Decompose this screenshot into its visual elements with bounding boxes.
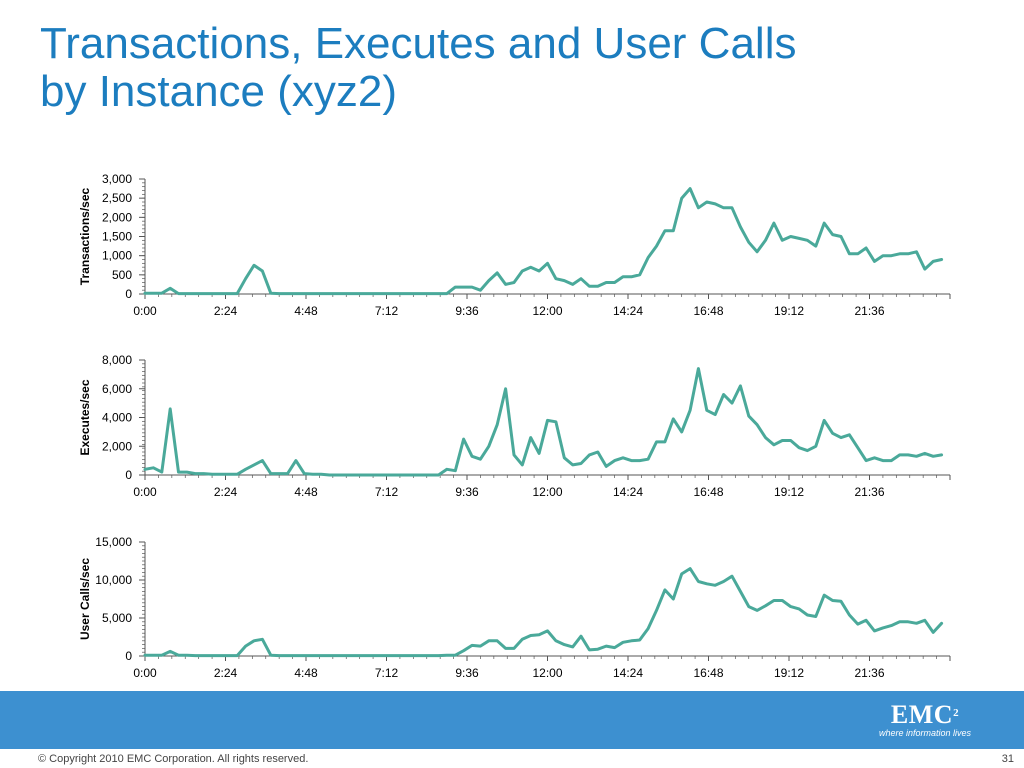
x-tick-label: 21:36 xyxy=(854,666,884,680)
y-axis-title: User Calls/sec xyxy=(78,558,92,640)
x-tick-label: 14:24 xyxy=(613,485,643,499)
series-line xyxy=(143,367,944,477)
x-tick-label: 4:48 xyxy=(294,485,318,499)
x-tick-label: 2:24 xyxy=(214,304,238,318)
y-tick-label: 0 xyxy=(125,468,132,482)
x-tick-label: 7:12 xyxy=(375,485,399,499)
y-tick-label: 0 xyxy=(125,649,132,663)
x-tick-label: 19:12 xyxy=(774,485,804,499)
logo-wordmark: EMC2 xyxy=(890,700,960,729)
chart-3: 0 5,000 10,000 15,000 0:00 2:24 4:48 7:12 9:36 12… xyxy=(78,535,951,680)
chart-2: 0 2,000 4,000 6,000 8,000 0:00 2:24 4:48 7:12 9:3… xyxy=(78,353,951,499)
x-tick-label: 21:36 xyxy=(854,485,884,499)
y-tick-label: 4,000 xyxy=(102,411,132,425)
logo-tagline: where information lives xyxy=(878,728,972,738)
x-tick-label: 0:00 xyxy=(133,666,157,680)
y-tick-label: 2,500 xyxy=(102,191,132,205)
page-number: 31 xyxy=(1001,753,1014,765)
y-tick-label: 1,500 xyxy=(102,230,132,244)
slide-title-line-1: Transactions, Executes and User Calls xyxy=(40,19,797,68)
emc-logo: EMC2 where information lives xyxy=(870,700,980,739)
series-line xyxy=(143,567,944,658)
x-tick-label: 0:00 xyxy=(133,304,157,318)
x-tick-label: 16:48 xyxy=(693,304,723,318)
slide-title-line-2: by Instance (xyz2) xyxy=(40,67,398,116)
y-tick-label: 0 xyxy=(125,287,132,301)
x-tick-label: 9:36 xyxy=(455,304,479,318)
y-tick-label: 3,000 xyxy=(102,172,132,186)
y-tick-label: 2,000 xyxy=(102,439,132,453)
y-tick-label: 6,000 xyxy=(102,382,132,396)
y-tick-label: 5,000 xyxy=(102,611,132,625)
x-tick-label: 9:36 xyxy=(455,666,479,680)
x-tick-label: 12:00 xyxy=(532,485,562,499)
series-line xyxy=(143,187,944,296)
x-tick-label: 12:00 xyxy=(532,666,562,680)
x-tick-label: 4:48 xyxy=(294,666,318,680)
y-tick-label: 2,000 xyxy=(102,210,132,224)
y-tick-label: 500 xyxy=(112,268,132,282)
x-tick-label: 21:36 xyxy=(854,304,884,318)
x-tick-label: 19:12 xyxy=(774,304,804,318)
x-tick-label: 19:12 xyxy=(774,666,804,680)
y-tick-label: 8,000 xyxy=(102,353,132,367)
x-tick-label: 16:48 xyxy=(693,666,723,680)
y-axis-title: Executes/sec xyxy=(78,379,92,455)
chart-1: 0 500 1,000 1,500 2,000 2,500 3,000 0:00 2:24 4:4… xyxy=(78,172,951,318)
charts-area: 0 500 1,000 1,500 2,000 2,500 3,000 0:00 2:24 4:4… xyxy=(78,172,951,680)
x-tick-label: 2:24 xyxy=(214,666,238,680)
slide-title: Transactions, Executes and User Calls by… xyxy=(40,20,1000,116)
footer-band: EMC2 where information lives xyxy=(0,691,1024,749)
x-tick-label: 9:36 xyxy=(455,485,479,499)
x-tick-label: 14:24 xyxy=(613,304,643,318)
y-tick-label: 15,000 xyxy=(95,535,132,549)
x-tick-label: 2:24 xyxy=(214,485,238,499)
x-tick-label: 7:12 xyxy=(375,304,399,318)
y-axis-title: Transactions/sec xyxy=(78,187,92,285)
y-tick-label: 10,000 xyxy=(95,573,132,587)
x-tick-label: 4:48 xyxy=(294,304,318,318)
x-tick-label: 16:48 xyxy=(693,485,723,499)
copyright-text: © Copyright 2010 EMC Corporation. All ri… xyxy=(38,753,309,765)
x-tick-label: 14:24 xyxy=(613,666,643,680)
x-tick-label: 0:00 xyxy=(133,485,157,499)
x-tick-label: 12:00 xyxy=(532,304,562,318)
x-tick-label: 7:12 xyxy=(375,666,399,680)
y-tick-label: 1,000 xyxy=(102,249,132,263)
